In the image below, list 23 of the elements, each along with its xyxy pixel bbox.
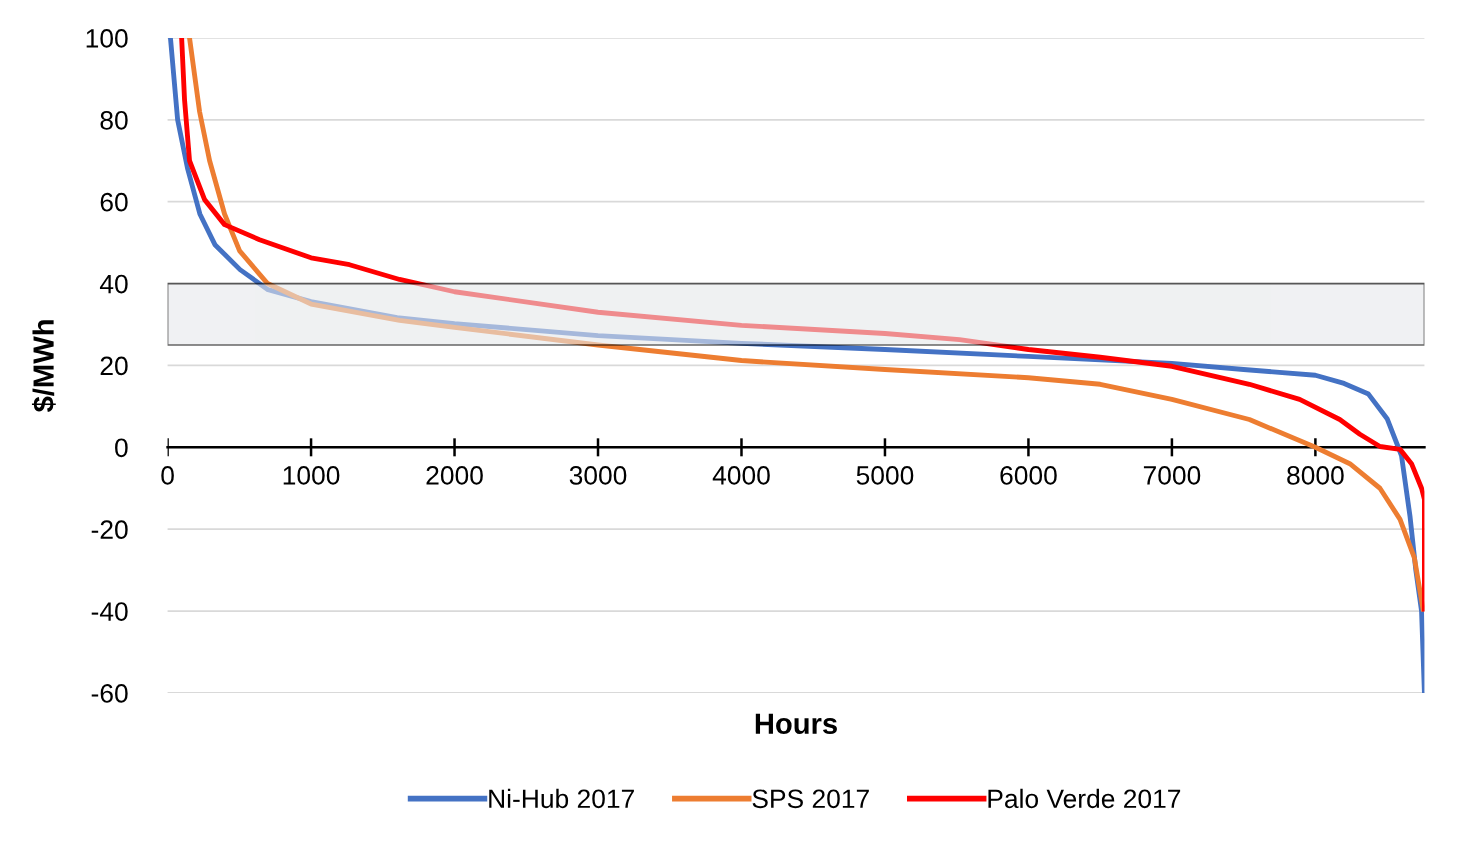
y-tick-label: 60 (100, 192, 128, 212)
x-tick-label: 5000 (856, 466, 914, 485)
x-tick-label: 1000 (283, 466, 340, 485)
y-tick-label: 80 (100, 110, 128, 130)
x-tick-label: 7000 (1143, 466, 1201, 485)
legend-label: SPS 2017 (752, 789, 869, 809)
x-tick-label: 6000 (1000, 466, 1057, 485)
y-tick-label: 100 (86, 29, 128, 48)
x-tick-label: 8000 (1287, 466, 1344, 485)
legend-label: Palo Verde 2017 (988, 788, 1181, 809)
x-tick-label: 2000 (426, 466, 483, 485)
x-axis-title: Hours (755, 713, 837, 735)
y-tick-label: -40 (91, 602, 128, 621)
x-tick-label: 0 (161, 466, 174, 485)
y-tick-label: 0 (115, 438, 128, 458)
y-tick-label: -60 (91, 684, 128, 703)
x-tick-label: 3000 (569, 466, 627, 485)
legend-label: Ni-Hub 2017 (489, 788, 634, 809)
x-tick-label: 4000 (712, 466, 770, 485)
y-axis-title: $/MWh (31, 320, 56, 413)
y-tick-label: 40 (99, 274, 128, 294)
y-tick-label: 20 (100, 356, 128, 376)
y-tick-label: -20 (91, 520, 128, 540)
